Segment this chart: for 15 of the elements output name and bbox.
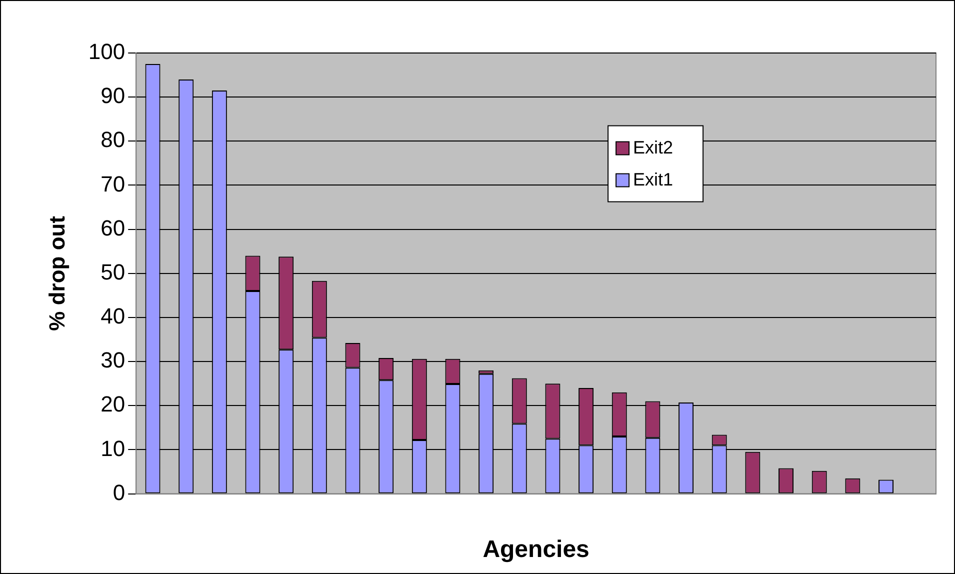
y-tick-label: 80 (100, 127, 126, 152)
x-axis-title: Agencies (482, 536, 590, 564)
y-tick-label: 20 (100, 392, 126, 417)
y-tick-label: 100 (88, 39, 126, 64)
y-axis-title: % drop out (44, 215, 70, 331)
y-tick-label: 10 (100, 436, 126, 461)
y-tick-label: 70 (100, 171, 126, 196)
y-tick-label: 40 (100, 304, 126, 329)
y-tick-label: 0 (112, 480, 126, 505)
y-tick-label: 50 (100, 259, 126, 284)
y-tick-label: 30 (100, 348, 126, 373)
y-tick-label: 60 (100, 215, 126, 240)
y-tick-label: 90 (100, 83, 126, 108)
legend-label: Exit1 (633, 170, 674, 190)
legend-label: Exit2 (633, 138, 674, 158)
